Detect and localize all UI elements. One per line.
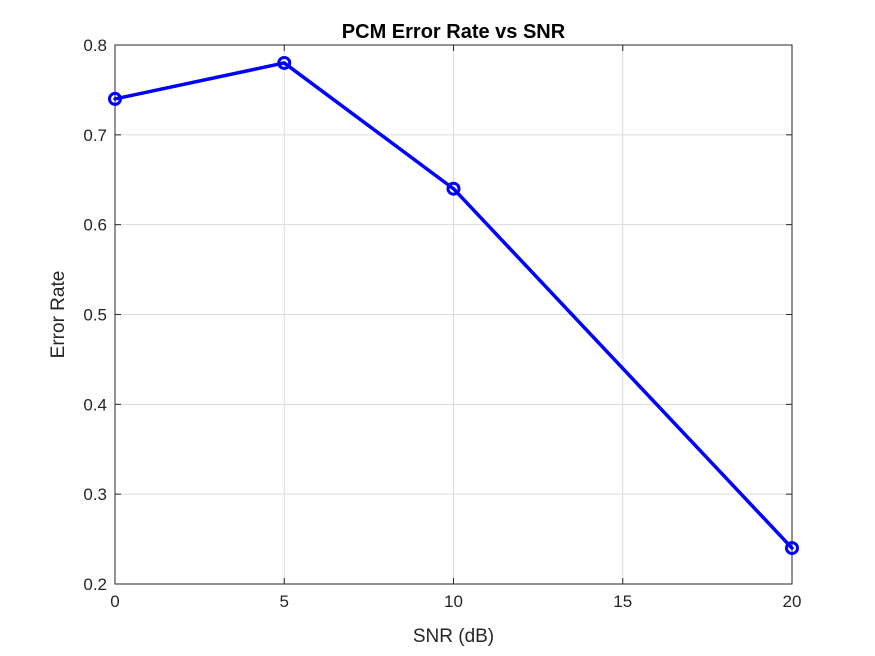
- y-tick-label: 0.2: [83, 575, 107, 594]
- series: [108, 55, 799, 556]
- y-axis-label: Error Rate: [48, 271, 69, 359]
- x-tick-label: 20: [783, 592, 802, 611]
- y-tick-label: 0.7: [83, 126, 107, 145]
- grid: [114, 44, 793, 585]
- data-point-marker: [446, 181, 461, 196]
- data-point-marker: [108, 91, 122, 106]
- series-line: [113, 61, 794, 550]
- y-tick-label: 0.8: [83, 36, 107, 55]
- y-tick-label: 0.4: [83, 395, 107, 414]
- data-point-marker: [277, 55, 292, 70]
- data-point-marker: [785, 541, 799, 556]
- ticks: 0 5 10 15 20 0.2 0.3 0.4 0.5 0.6 0.7 0.8: [83, 36, 801, 611]
- y-tick-label: 0.5: [83, 306, 107, 325]
- y-tick-label: 0.3: [83, 485, 107, 504]
- x-tick-label: 5: [280, 592, 289, 611]
- x-tick-label: 0: [110, 592, 119, 611]
- chart-title: PCM Error Rate vs SNR: [342, 21, 566, 43]
- x-tick-label: 10: [444, 592, 463, 611]
- x-tick-label: 15: [613, 592, 632, 611]
- x-axis-label: SNR (dB): [413, 626, 494, 647]
- y-tick-label: 0.6: [83, 216, 107, 235]
